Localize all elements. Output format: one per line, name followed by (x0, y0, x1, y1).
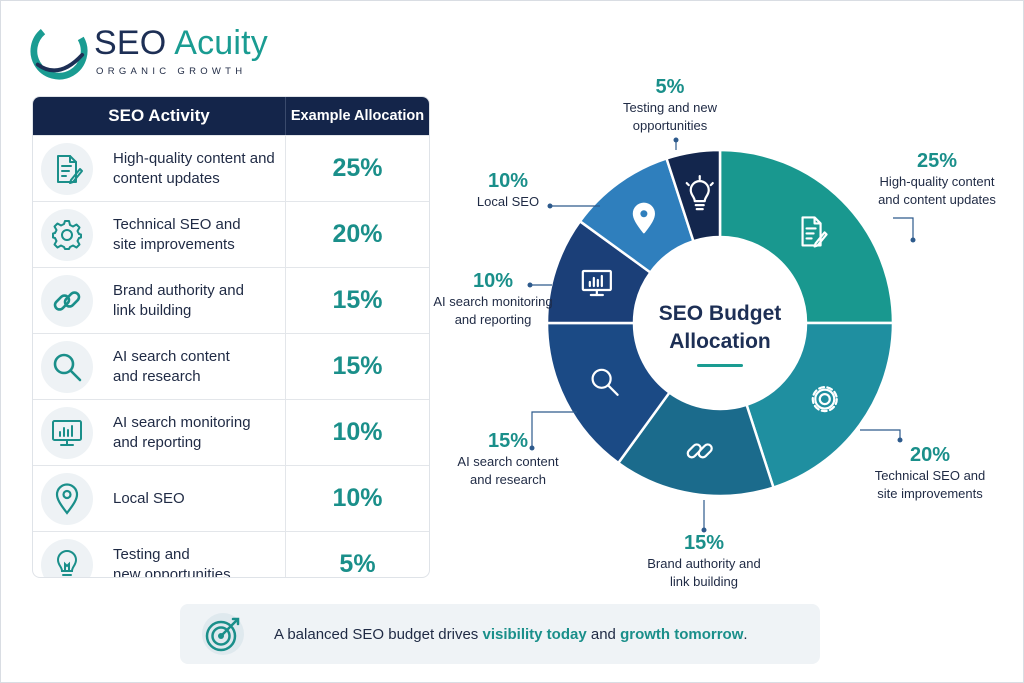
leader-line (531, 411, 577, 448)
activity-label: Testing and new opportunities (113, 545, 231, 578)
table-header: SEO Activity Example Allocation (33, 97, 429, 135)
table-row: Technical SEO and site improvements 20% (33, 201, 429, 267)
gear-icon (41, 208, 93, 261)
callout-percent: 10% (487, 170, 529, 192)
callout-text: Technical SEO and (874, 468, 986, 483)
brand-name-second: Acuity (174, 24, 268, 62)
callout-text: AI search content (457, 454, 559, 469)
summary-message: A balanced SEO budget drives visibility … (274, 625, 748, 643)
allocation-value: 25% (332, 154, 383, 182)
slice-content (718, 148, 895, 325)
leader-dot (529, 445, 535, 451)
callout-percent: 15% (487, 430, 529, 452)
callout-label: 5% Testing and new opportunities (600, 76, 740, 135)
allocation-value: 15% (332, 352, 383, 380)
slice-technical (745, 321, 895, 490)
callout-percent: 25% (916, 150, 958, 172)
leader-dot (547, 203, 553, 209)
map-pin-icon (41, 472, 93, 525)
callout-label: 15% AI search content and research (452, 430, 564, 489)
brand-name-first: SEO (94, 24, 167, 62)
callout-text: Local SEO (476, 194, 540, 209)
lightbulb-icon (685, 174, 714, 211)
callout-percent: 5% (655, 76, 685, 98)
brand-logo: SEO Acuity ORGANIC GROWTH (28, 18, 288, 82)
callout-text: and reporting (454, 312, 532, 327)
allocation-value: 15% (332, 286, 383, 314)
document-edit-icon (41, 142, 93, 195)
allocation-value: 10% (332, 418, 383, 446)
activity-label: Local SEO (113, 489, 185, 507)
callout-text: Brand authority and (647, 556, 761, 571)
table-row: AI search content and research 15% (33, 333, 429, 399)
table-row: Testing and new opportunities 5% (33, 531, 429, 578)
leader-line (860, 429, 901, 440)
leader-dot (910, 237, 916, 243)
allocation-value: 5% (339, 550, 376, 578)
callout-percent: 10% (472, 270, 514, 292)
budget-donut-chart (527, 137, 916, 533)
table-row: High-quality content and content updates … (33, 135, 429, 201)
callout-percent: 15% (683, 532, 725, 554)
activity-label: High-quality content and content updates (113, 149, 275, 187)
target-icon (202, 613, 244, 655)
table-row: Local SEO 10% (33, 465, 429, 531)
callout-text: opportunities (632, 118, 708, 133)
chain-link-icon (41, 274, 93, 327)
magnifier-icon (591, 368, 619, 396)
callout-percent: 20% (909, 444, 951, 466)
chart-title: SEO Budget Allocation (658, 302, 782, 353)
callout-label: 15% Brand authority and link building (632, 532, 776, 591)
chain-link-icon (686, 443, 713, 459)
callout-text: Testing and new (623, 100, 717, 115)
map-pin-icon (632, 202, 655, 234)
allocation-value: 20% (332, 220, 383, 248)
monitor-chart-icon (581, 269, 612, 297)
header-activity: SEO Activity (33, 97, 286, 135)
callout-label: 25% High-quality content and content updat… (862, 150, 1012, 209)
leader-dot (897, 437, 903, 443)
brand-name: SEO Acuity (94, 24, 268, 63)
document-edit-icon (801, 216, 828, 248)
leader-dot (701, 527, 707, 533)
table-row: Brand authority and link building 15% (33, 267, 429, 333)
leader-line (893, 217, 914, 240)
callout-text: and content updates (878, 192, 996, 207)
callout-text: link building (670, 574, 738, 589)
activity-label: AI search content and research (113, 347, 230, 385)
summary-banner: A balanced SEO budget drives visibility … (180, 604, 820, 664)
lightbulb-icon (41, 538, 93, 577)
allocation-table: SEO Activity Example Allocation High-qua… (32, 96, 430, 578)
callout-label: 20% Technical SEO and site improvements (860, 444, 1000, 503)
magnifier-icon (41, 340, 93, 393)
gear-icon (811, 386, 838, 413)
callout-label: 10% Local SEO (462, 170, 554, 211)
table-row: AI search monitoring and reporting 10% (33, 399, 429, 465)
callout-text: site improvements (877, 486, 983, 501)
callout-text: and research (470, 472, 546, 487)
header-allocation: Example Allocation (290, 108, 425, 124)
leader-dot (673, 137, 679, 143)
monitor-chart-icon (41, 406, 93, 459)
callout-text: High-quality content (879, 174, 995, 189)
activity-label: Technical SEO and site improvements (113, 215, 241, 253)
title-underline (697, 364, 743, 367)
callout-label: 10% AI search monitoring and reporting (432, 270, 554, 329)
activity-label: Brand authority and link building (113, 281, 244, 319)
leader-dot (527, 282, 533, 288)
activity-label: AI search monitoring and reporting (113, 413, 251, 451)
swoosh-logo-icon (30, 22, 88, 80)
brand-tagline: ORGANIC GROWTH (96, 66, 247, 77)
allocation-value: 10% (332, 484, 383, 512)
callout-text: AI search monitoring (433, 294, 553, 309)
